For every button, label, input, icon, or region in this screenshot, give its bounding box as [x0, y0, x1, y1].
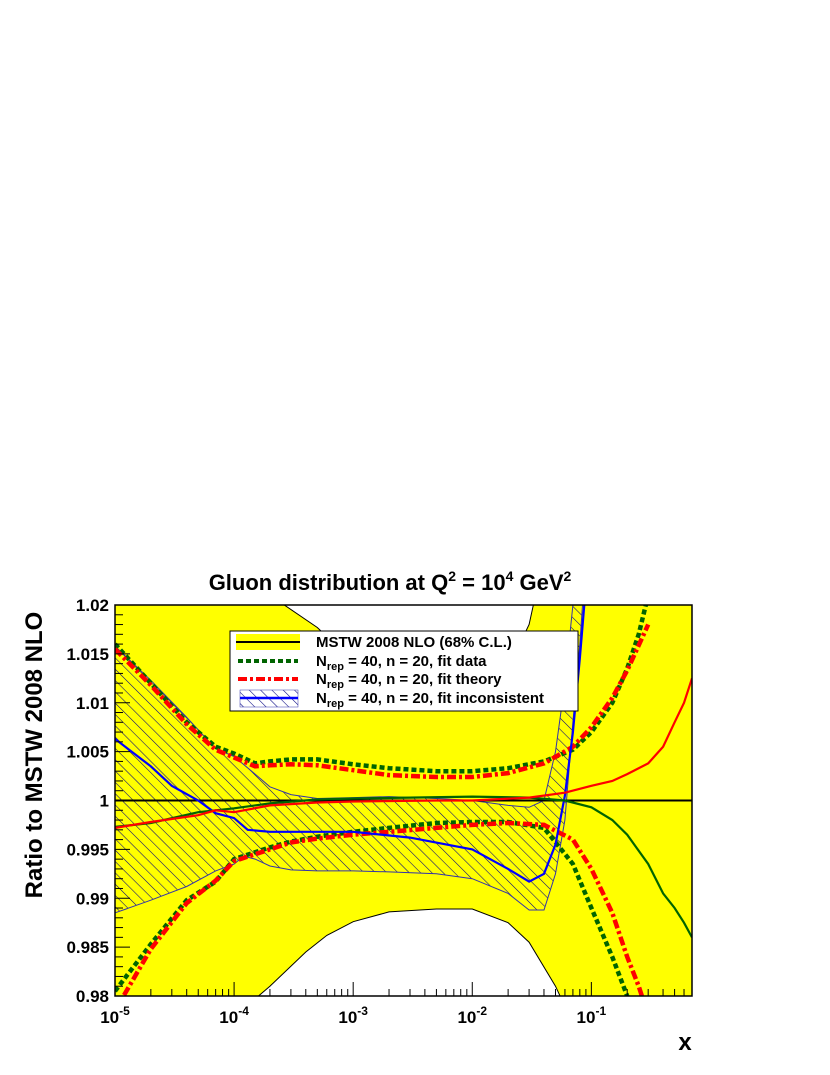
y-tick-label: 1.02 [76, 596, 109, 615]
legend-label-fit-theory: Nrep = 40, n = 20, fit theory [316, 671, 502, 691]
y-tick-label: 0.98 [76, 987, 109, 1006]
x-tick-label: 10-3 [338, 1004, 368, 1027]
x-axis: 10-5 10-4 10-3 10-2 10-1 [100, 982, 685, 1027]
x-axis-title: x [678, 1029, 692, 1056]
series-line-fit-inconsistent-central [115, 605, 586, 883]
series-line-fit-inconsistent-extra-red [115, 677, 692, 829]
y-tick-label: 1.01 [76, 694, 109, 713]
series-line-fit-data-lower [115, 819, 630, 996]
chart-title: Gluon distribution at Q2 = 104 GeV2 [209, 568, 572, 595]
x-tick-label: 10-1 [577, 1004, 607, 1027]
legend: MSTW 2008 NLO (68% C.L.) Nrep = 40, n = … [229, 630, 579, 712]
x-tick-label: 10-2 [457, 1004, 487, 1027]
y-tick-label: 0.99 [76, 889, 109, 908]
x-tick-label: 10-5 [100, 1004, 130, 1027]
series-line-fit-theory-lower [120, 820, 645, 996]
y-tick-label: 0.995 [66, 840, 109, 859]
x-tick-label: 10-4 [219, 1004, 249, 1027]
series-line-fit-theory-upper [115, 623, 651, 780]
inconsistent-fit-band [115, 605, 584, 914]
y-axis-title: Ratio to MSTW 2008 NLO [21, 612, 48, 899]
legend-label-mstw: MSTW 2008 NLO (68% C.L.) [316, 634, 512, 651]
series-line-fit-data-upper [115, 605, 649, 774]
y-tick-label: 1.015 [66, 645, 109, 664]
y-tick-label: 1.005 [66, 743, 109, 762]
legend-label-fit-inconsistent: Nrep = 40, n = 20, fit inconsistent [316, 690, 544, 710]
y-axis: 0.98 0.985 0.99 0.995 1 1.005 1.01 1.015 1.02 [66, 596, 130, 1006]
legend-label-fit-data: Nrep = 40, n = 20, fit data [316, 653, 487, 673]
y-tick-label: 0.985 [66, 938, 109, 957]
y-tick-label: 1 [100, 792, 109, 811]
